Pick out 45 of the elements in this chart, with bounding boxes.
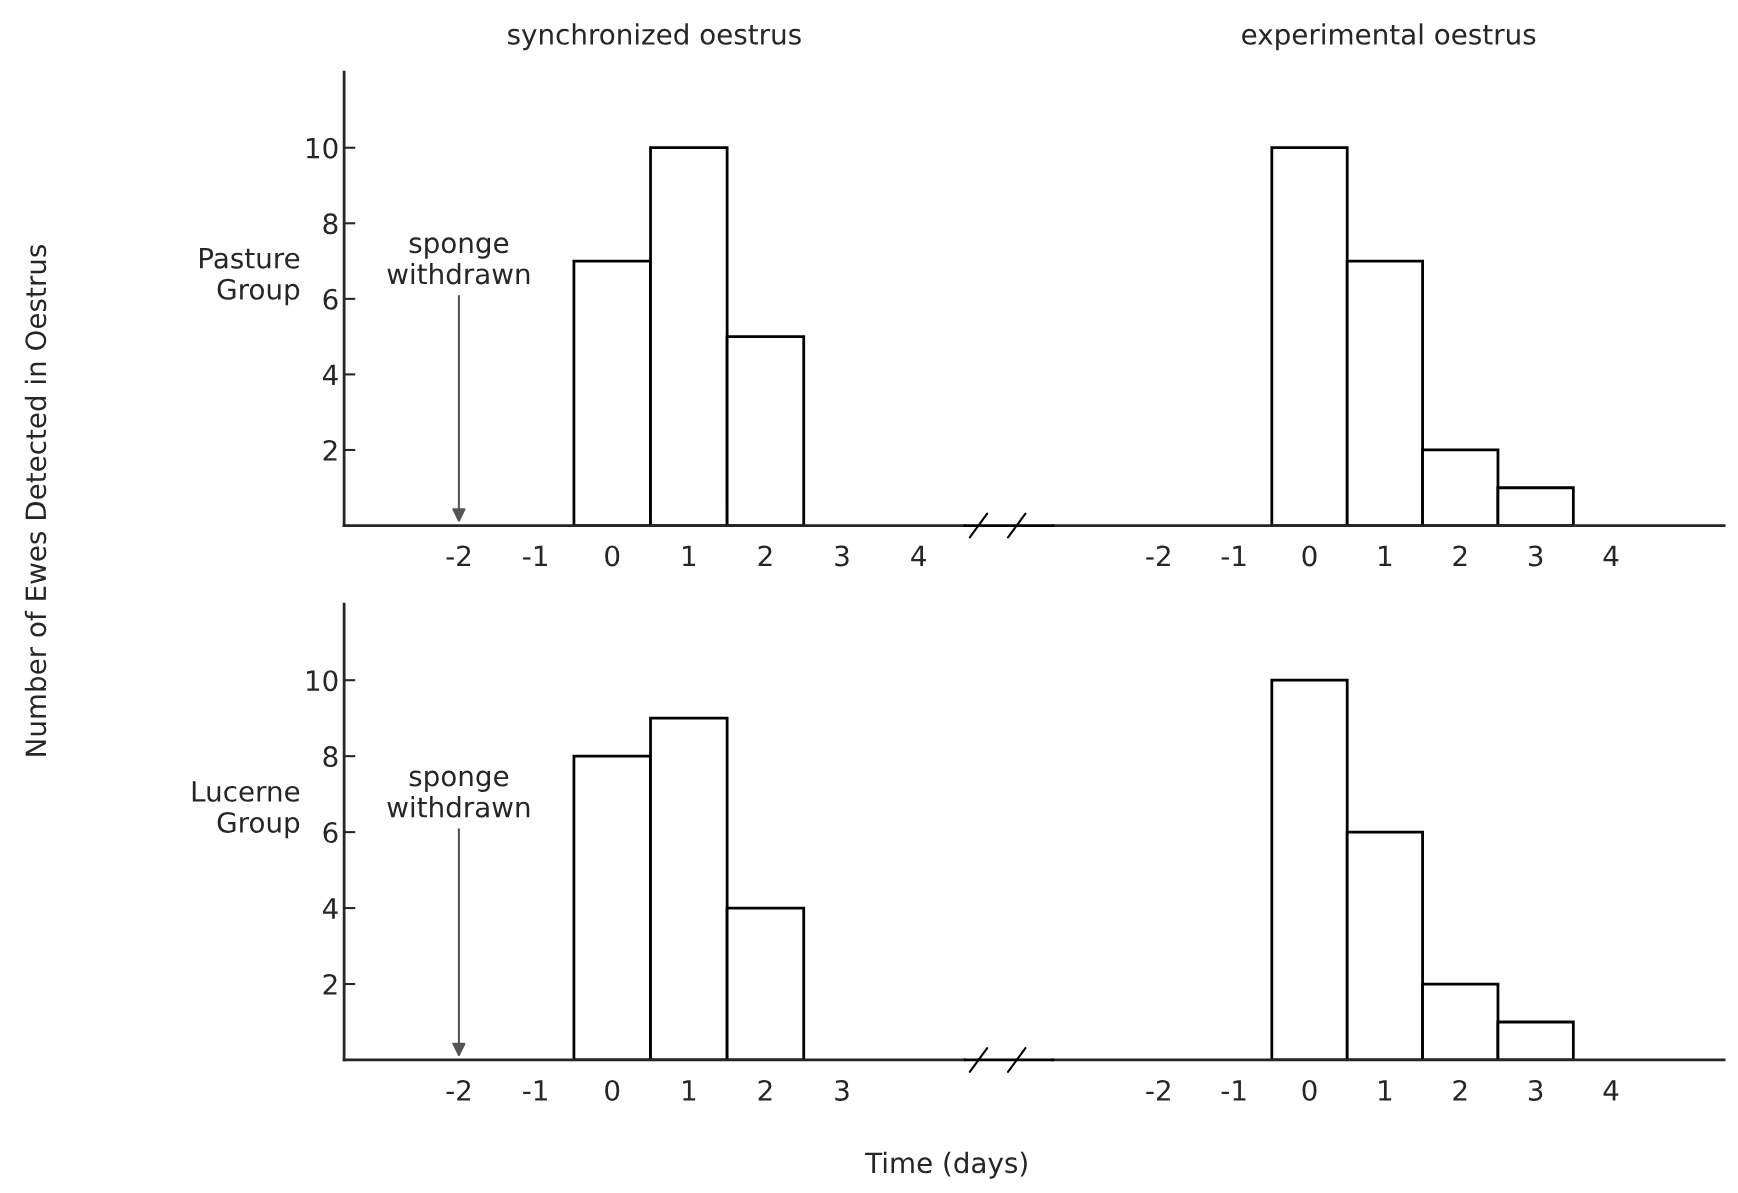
x-tick-label: -2 bbox=[446, 545, 471, 567]
x-tick-label: 0 bbox=[605, 545, 620, 567]
x-tick-label: 2 bbox=[1453, 1079, 1467, 1101]
x-tick-label: -1 bbox=[523, 1080, 547, 1101]
x-tick-label: 4 bbox=[1603, 1080, 1619, 1101]
x-tick-label: 0 bbox=[1302, 1079, 1317, 1101]
y-axis-title: Number of Ewes Detected in Oestrus bbox=[24, 245, 47, 756]
y-tick-label: 4 bbox=[322, 898, 338, 919]
x-tick-label: 2 bbox=[758, 1079, 772, 1101]
x-tick-label: 3 bbox=[835, 1079, 849, 1101]
x-tick-label: 4 bbox=[1603, 545, 1619, 567]
x-tick-label: 2 bbox=[758, 545, 772, 567]
x-tick-label: 3 bbox=[1528, 545, 1543, 567]
chart-title: experimental oestrus bbox=[1242, 23, 1536, 51]
x-tick-label: -2 bbox=[1146, 1079, 1170, 1101]
x-tick-label: 3 bbox=[1528, 1079, 1543, 1101]
chart-title: synchronized oestrus bbox=[508, 23, 801, 51]
text: Pasture Group bbox=[200, 248, 300, 306]
x-tick-label: -2 bbox=[1146, 545, 1170, 567]
y-tick-label: 8 bbox=[323, 213, 338, 235]
text: Lucerne Group bbox=[192, 781, 300, 839]
y-tick-label: 10 bbox=[306, 137, 338, 159]
x-tick-label: 1 bbox=[683, 545, 696, 567]
y-tick-label: 6 bbox=[323, 822, 338, 844]
y-tick-label: 6 bbox=[323, 288, 338, 310]
annotation: sponge withdrawn bbox=[387, 770, 530, 818]
x-tick-label: -1 bbox=[1221, 1080, 1246, 1101]
x-tick-label: 0 bbox=[605, 1079, 620, 1101]
x-tick-label: 4 bbox=[911, 545, 926, 567]
y-tick-label: 10 bbox=[306, 670, 338, 692]
y-tick-label: 8 bbox=[323, 746, 338, 768]
annotation: sponge withdrawn bbox=[387, 237, 530, 285]
x-axis-title: Time (days) bbox=[865, 1151, 1027, 1179]
x-tick-label: 1 bbox=[1379, 545, 1392, 567]
x-tick-label: -1 bbox=[1221, 545, 1246, 567]
x-tick-label: 1 bbox=[1379, 1080, 1392, 1101]
x-tick-label: -1 bbox=[523, 545, 547, 567]
x-tick-label: 1 bbox=[683, 1080, 696, 1101]
y-tick-label: 4 bbox=[322, 364, 338, 385]
y-tick-label: 2 bbox=[323, 439, 337, 461]
x-tick-label: 3 bbox=[835, 545, 849, 567]
x-tick-label: 2 bbox=[1453, 545, 1467, 567]
x-tick-label: -2 bbox=[446, 1079, 471, 1101]
y-tick-label: 2 bbox=[323, 973, 337, 995]
x-tick-label: 0 bbox=[1302, 545, 1317, 567]
